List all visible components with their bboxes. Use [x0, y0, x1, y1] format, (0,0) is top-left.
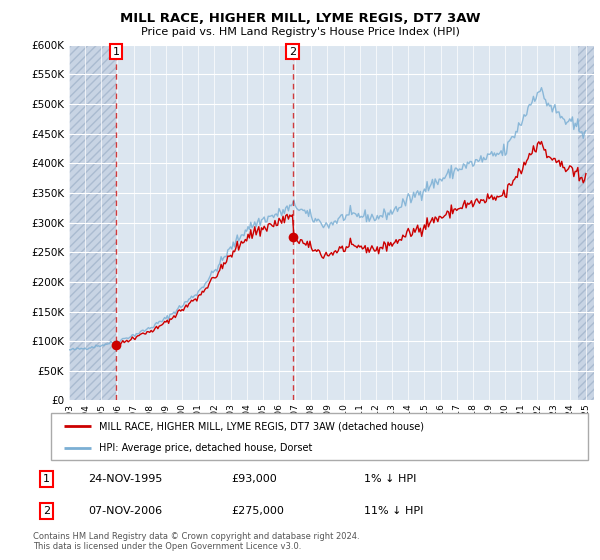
Text: 11% ↓ HPI: 11% ↓ HPI	[364, 506, 424, 516]
Text: HPI: Average price, detached house, Dorset: HPI: Average price, detached house, Dors…	[100, 444, 313, 454]
Text: 24-NOV-1995: 24-NOV-1995	[88, 474, 163, 484]
Text: 1: 1	[43, 474, 50, 484]
Bar	[578, 45, 594, 400]
Text: Contains HM Land Registry data © Crown copyright and database right 2024.: Contains HM Land Registry data © Crown c…	[33, 532, 359, 541]
Text: 1% ↓ HPI: 1% ↓ HPI	[364, 474, 416, 484]
Text: MILL RACE, HIGHER MILL, LYME REGIS, DT7 3AW: MILL RACE, HIGHER MILL, LYME REGIS, DT7 …	[120, 12, 480, 25]
Text: This data is licensed under the Open Government Licence v3.0.: This data is licensed under the Open Gov…	[33, 542, 301, 551]
Text: MILL RACE, HIGHER MILL, LYME REGIS, DT7 3AW (detached house): MILL RACE, HIGHER MILL, LYME REGIS, DT7 …	[100, 421, 424, 431]
Text: 2: 2	[289, 46, 296, 57]
Text: Price paid vs. HM Land Registry's House Price Index (HPI): Price paid vs. HM Land Registry's House …	[140, 27, 460, 37]
Bar	[69, 45, 116, 400]
Bar	[578, 45, 594, 400]
Bar	[69, 45, 116, 400]
Text: 2: 2	[43, 506, 50, 516]
Text: 07-NOV-2006: 07-NOV-2006	[88, 506, 163, 516]
Text: £275,000: £275,000	[232, 506, 284, 516]
Text: £93,000: £93,000	[232, 474, 277, 484]
Text: 1: 1	[112, 46, 119, 57]
